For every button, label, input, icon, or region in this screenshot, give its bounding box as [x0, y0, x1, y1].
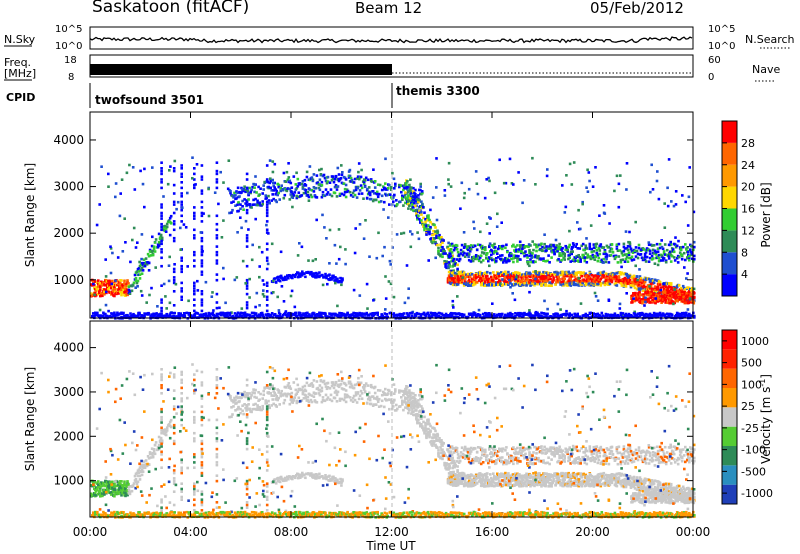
velocity-ylabel: Slant Range [km] — [23, 367, 37, 471]
colorbar-tick-label: 1000 — [741, 335, 769, 348]
x-tick-label: 20:00 — [575, 525, 610, 539]
cpid-label: CPID — [6, 91, 35, 104]
nsky-tick-bottom-right: 10^0 — [708, 41, 735, 52]
colorbar-tick-label: -500 — [741, 465, 766, 478]
colorbar-tick-label: -100 — [741, 444, 766, 457]
colorbar-segment — [722, 330, 737, 350]
colorbar-segment — [722, 274, 737, 296]
freq-label-2: [MHz] — [4, 67, 36, 80]
nsearch-label: N.Search — [745, 33, 795, 46]
colorbar-segment — [722, 252, 737, 275]
x-tick-label: 12:00 — [374, 525, 409, 539]
colorbar-tick-label: -25 — [741, 422, 759, 435]
colorbar-tick-label: 4 — [741, 268, 748, 281]
nsky-tick-top: 10^5 — [55, 24, 82, 35]
colorbar-segment — [722, 484, 737, 504]
power-scatter — [90, 156, 696, 320]
colorbar-tick-label: 8 — [741, 246, 748, 259]
x-tick-label: 16:00 — [475, 525, 510, 539]
cpid-segment-1: twofsound 3501 — [95, 93, 204, 107]
nsky-tick-top-right: 10^5 — [708, 24, 735, 35]
nsky-line — [89, 36, 693, 44]
x-tick-label: 08:00 — [274, 525, 309, 539]
freq-tick-bottom: 8 — [68, 72, 74, 83]
colorbar-segment — [722, 388, 737, 408]
colorbar-segment — [722, 164, 737, 187]
nave-label: Nave — [752, 63, 780, 76]
colorbar-tick-label: 16 — [741, 203, 755, 216]
date-title: 05/Feb/2012 — [590, 0, 684, 17]
x-tick-label: 00:00 — [676, 525, 711, 539]
colorbar-segment — [722, 407, 737, 427]
freq-panel: Freq. [MHz] 18 8 60 0 Nave — [4, 54, 780, 83]
colorbar-tick-label: 12 — [741, 224, 755, 237]
colorbar-segment — [722, 349, 737, 369]
freq-tick-top: 18 — [64, 55, 77, 66]
colorbar-frame — [721, 329, 738, 505]
colorbar-tick-label: 24 — [741, 159, 755, 172]
beam-title: Beam 12 — [355, 0, 423, 17]
nsky-tick-bottom: 10^0 — [55, 41, 82, 52]
velocity-colorbar-label: Velocity [m s-1] — [758, 374, 773, 464]
colorbar-segment — [722, 121, 737, 143]
x-tick-label: 04:00 — [173, 525, 208, 539]
colorbar-segment — [722, 426, 737, 446]
velocity-panel: 1000 2000 3000 4000 Slant Range [km] 1000 50… — [23, 112, 773, 553]
power-colorbar-label: Power [dB] — [759, 182, 773, 247]
y-tick-label: 4000 — [53, 133, 84, 147]
colorbar-tick-label: 100 — [741, 378, 762, 391]
y-tick-label: 3000 — [53, 180, 84, 194]
y-tick-label: 1000 — [53, 273, 84, 287]
colorbar-tick-label: 25 — [741, 400, 755, 413]
colorbar-segment — [722, 465, 737, 485]
nsky-label: N.Sky — [4, 33, 36, 46]
x-axis-label: Time UT — [365, 539, 416, 553]
nave-tick-bottom: 0 — [708, 72, 714, 83]
power-panel: 1000 2000 3000 4000 Slant Range [km] 4 8 12 16… — [23, 111, 773, 320]
y-tick-label: 4000 — [53, 341, 84, 355]
colorbar-segment — [722, 230, 737, 253]
velocity-scatter — [90, 363, 696, 519]
colorbar-tick-label: 20 — [741, 181, 755, 194]
colorbar-segment — [722, 186, 737, 209]
colorbar-segment — [722, 208, 737, 231]
y-tick-label: 1000 — [53, 474, 84, 488]
colorbar-tick-label: 28 — [741, 137, 755, 150]
freq-label-1: Freq. — [4, 56, 31, 69]
y-tick-label: 2000 — [53, 429, 84, 443]
cpid-segment-2: themis 3300 — [396, 84, 480, 98]
nsky-panel: N.Sky 10^5 10^0 10^5 10^0 N.Search — [4, 24, 795, 52]
colorbar-tick-label: -1000 — [741, 487, 773, 500]
colorbar-segment — [722, 142, 737, 165]
nave-tick-top: 60 — [708, 55, 721, 66]
freq-block — [90, 64, 392, 75]
y-tick-label: 2000 — [53, 226, 84, 240]
colorbar-segment — [722, 368, 737, 388]
colorbar-segment — [722, 446, 737, 466]
cpid-row: CPID twofsound 3501 themis 3300 — [6, 83, 480, 108]
x-tick-label: 00:00 — [73, 525, 108, 539]
colorbar-tick-label: 500 — [741, 357, 762, 370]
y-tick-label: 3000 — [53, 385, 84, 399]
power-ylabel: Slant Range [km] — [23, 163, 37, 267]
station-title: Saskatoon (fitACF) — [92, 0, 250, 17]
